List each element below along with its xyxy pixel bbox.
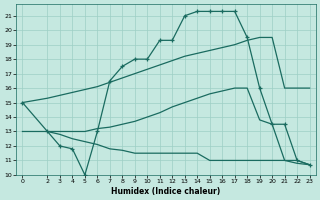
X-axis label: Humidex (Indice chaleur): Humidex (Indice chaleur) bbox=[111, 187, 221, 196]
